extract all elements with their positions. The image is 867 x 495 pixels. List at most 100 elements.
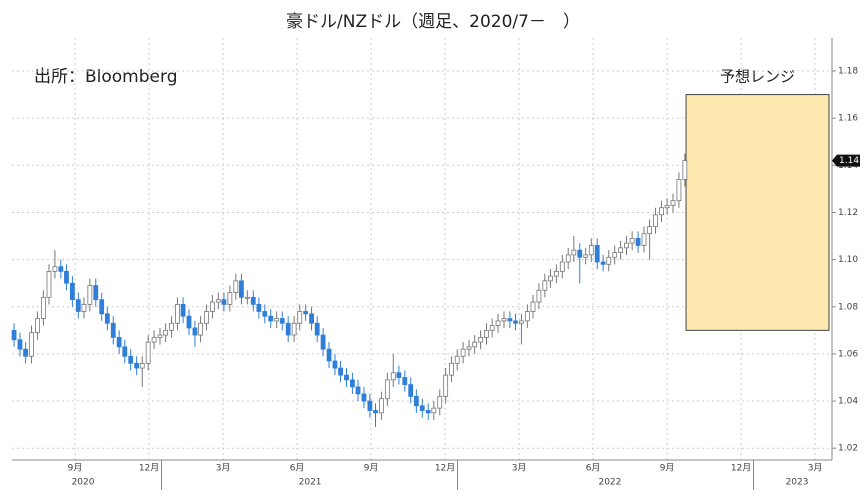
x-tick-label: 3月 — [216, 463, 231, 474]
candle-body — [215, 299, 221, 303]
candle-body — [408, 384, 414, 397]
candle-body — [192, 327, 198, 336]
candle-body — [641, 233, 647, 246]
candle-body — [239, 280, 244, 298]
last-value-badge — [832, 154, 860, 167]
candle-body — [402, 377, 408, 385]
candle-body — [355, 386, 361, 395]
candle-body — [396, 372, 402, 378]
candle-body — [449, 362, 454, 376]
candle-body — [198, 322, 203, 336]
candle-body — [606, 256, 612, 265]
candle-body — [104, 313, 110, 324]
candle-body — [332, 360, 338, 369]
candle-body — [175, 304, 180, 324]
y-tick-label: 1.04 — [838, 397, 858, 407]
candle-body — [35, 318, 40, 334]
y-tick-label: 1.06 — [838, 349, 858, 359]
candle-body — [128, 355, 134, 364]
candle-body — [443, 374, 449, 397]
candle-body — [116, 337, 122, 348]
candle-body — [548, 275, 553, 282]
x-tick-label: 9月 — [364, 463, 379, 474]
y-tick-label: 1.12 — [838, 208, 858, 218]
candle-body — [169, 322, 174, 331]
candle-body — [204, 311, 209, 324]
candle-body — [594, 245, 600, 263]
x-tick-label: 3月 — [512, 463, 527, 474]
candle-body — [227, 292, 233, 305]
candle-body — [536, 289, 542, 303]
candle-body — [303, 311, 309, 315]
candle-body — [384, 379, 390, 400]
candle-body — [670, 200, 676, 206]
candle-body — [11, 329, 17, 341]
candle-body — [553, 270, 559, 277]
candle-body — [210, 301, 215, 312]
candle-body — [186, 315, 192, 329]
candle-body — [664, 204, 670, 209]
candle-body — [565, 254, 571, 263]
y-tick-label: 1.08 — [838, 302, 858, 312]
x-tick-label: 6月 — [586, 463, 601, 474]
candle-body — [274, 318, 280, 322]
candle-body — [350, 379, 355, 388]
candle-body — [588, 245, 594, 256]
candle-body — [454, 355, 460, 364]
candle-body — [320, 334, 326, 350]
candle-body — [495, 320, 501, 327]
candle-body — [262, 311, 268, 317]
candle-body — [338, 367, 343, 376]
candle-body — [145, 341, 151, 364]
candle-body — [513, 320, 518, 324]
candle-body — [233, 280, 239, 294]
candle-body — [653, 214, 658, 228]
y-tick-label: 1.10 — [838, 255, 858, 265]
candle-body — [367, 400, 373, 411]
candle-body — [624, 242, 629, 249]
candle-body — [279, 318, 285, 324]
y-tick-label: 1.18 — [838, 67, 858, 77]
candle-body — [413, 395, 419, 407]
candle-body — [647, 226, 653, 235]
candle-body — [484, 329, 489, 338]
candle-body — [244, 296, 250, 299]
forecast-label: 予想レンジ — [720, 68, 795, 86]
candle-body — [157, 334, 163, 338]
candle-body — [431, 407, 437, 414]
candle-body — [291, 322, 297, 336]
candle-body — [618, 247, 624, 253]
candle-body — [379, 398, 384, 414]
x-tick-label: 12月 — [731, 463, 751, 474]
plot-area — [11, 94, 830, 427]
year-label: 2020 — [72, 478, 95, 488]
candle-body — [390, 372, 396, 381]
candle-body — [373, 410, 378, 414]
candle-body — [134, 362, 140, 369]
candle-body — [530, 301, 536, 312]
candle-body — [163, 329, 169, 336]
candle-body — [419, 405, 425, 411]
y-tick-label: 1.16 — [838, 114, 858, 124]
source-note: 出所：Bloomberg — [34, 67, 177, 87]
candle-body — [489, 325, 495, 331]
candle-body — [519, 320, 524, 324]
candle-body — [93, 285, 99, 301]
candle-body — [635, 237, 641, 246]
candle-body — [17, 339, 23, 350]
candle-body — [612, 252, 618, 258]
candle-body — [676, 179, 682, 202]
candle-body — [478, 337, 483, 343]
candle-body — [659, 207, 664, 216]
x-tick-label: 9月 — [660, 463, 675, 474]
candle-body — [472, 341, 478, 348]
candle-body — [180, 304, 186, 317]
candle-body — [69, 282, 75, 301]
candle-body — [99, 299, 105, 315]
candle-body — [507, 318, 513, 322]
candle-body — [110, 322, 116, 338]
candle-body — [629, 237, 635, 244]
candle-body — [577, 249, 583, 258]
x-tick-label: 9月 — [68, 463, 83, 474]
